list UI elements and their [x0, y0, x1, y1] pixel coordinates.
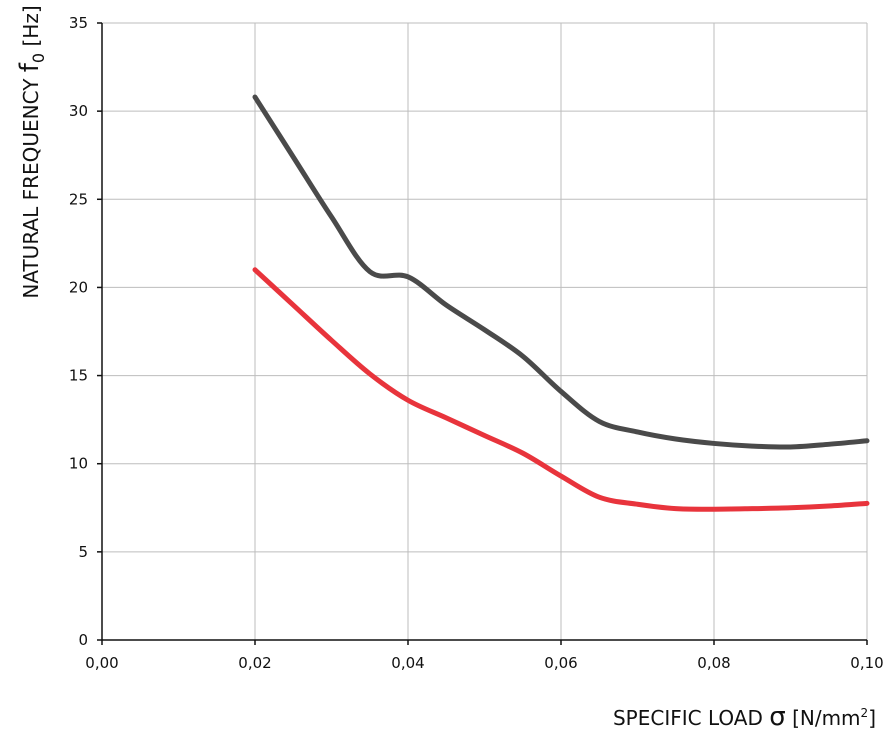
series-line-lower: [252, 267, 870, 512]
x-axis-title-symbol: σ: [769, 702, 785, 731]
x-axis-title: SPECIFIC LOAD σ [N/mm2]: [613, 702, 876, 731]
series-lines: [252, 94, 870, 512]
y-tick-label: 35: [69, 14, 88, 32]
x-tick-label: 0,04: [391, 654, 424, 672]
y-axis-title: NATURAL FREQUENCY f0 [Hz]: [15, 5, 48, 298]
grid: [102, 22, 868, 640]
x-tick-label: 0,10: [850, 654, 883, 672]
x-axis-title-unit: [N/mm: [786, 706, 861, 730]
y-axis-title-prefix: NATURAL FREQUENCY: [19, 72, 43, 298]
y-tick-label: 0: [78, 631, 88, 649]
y-axis-title-unit: [Hz]: [19, 5, 43, 53]
series-line-upper: [252, 94, 870, 450]
x-tick-label: 0,00: [85, 654, 118, 672]
y-axis-title-subscript: 0: [29, 53, 48, 63]
axes: [97, 22, 868, 645]
x-tick-label: 0,06: [544, 654, 577, 672]
y-tick-label: 5: [78, 543, 88, 561]
x-tick-label: 0,02: [238, 654, 271, 672]
y-axis-title-symbol: f: [15, 62, 45, 72]
x-axis-title-unit-close: ]: [868, 706, 876, 730]
y-tick-label: 20: [69, 278, 88, 296]
tick-labels: 0,00 0,02 0,04 0,06 0,08 0,10 0 5 10 15 20 25 30 35: [69, 14, 884, 672]
y-tick-label: 25: [69, 190, 88, 208]
x-axis-title-superscript: 2: [861, 706, 869, 720]
x-axis-title-prefix: SPECIFIC LOAD: [613, 706, 769, 730]
y-tick-label: 10: [69, 455, 88, 473]
x-tick-label: 0,08: [697, 654, 730, 672]
y-tick-label: 15: [69, 367, 88, 385]
y-tick-label: 30: [69, 102, 88, 120]
